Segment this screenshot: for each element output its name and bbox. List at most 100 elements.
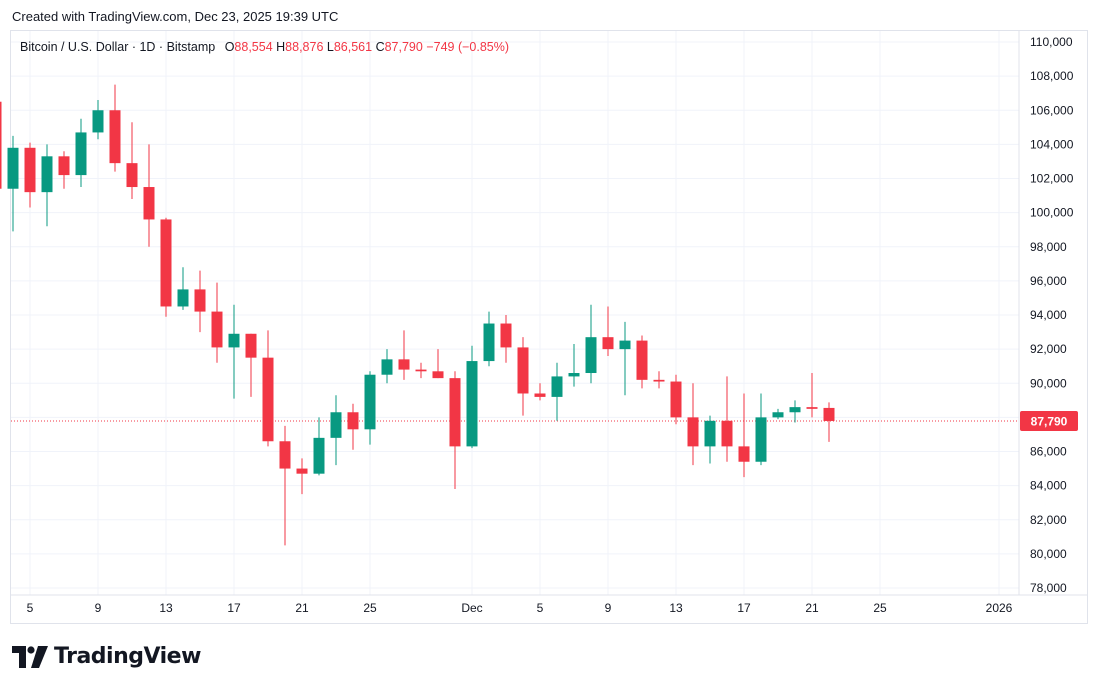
candle-body [551,376,563,397]
candle[interactable] [432,349,444,379]
candle[interactable] [228,304,240,399]
candle-body [364,374,376,430]
candle[interactable] [568,344,580,387]
candle[interactable] [704,415,716,464]
candle[interactable] [92,100,104,140]
candle-body [568,373,580,377]
legend: Bitcoin / U.S. Dollar · 1D · Bitstamp O8… [20,40,509,54]
candle[interactable] [789,400,801,423]
candle[interactable] [177,267,189,310]
legend-close-value: 87,790 [384,40,423,54]
candle[interactable] [602,306,614,356]
candle-body [211,311,223,348]
candle[interactable] [466,345,478,449]
candles[interactable] [0,84,835,546]
candle[interactable] [619,321,631,396]
candle[interactable] [75,118,87,188]
candle[interactable] [364,371,376,445]
candle-body [92,110,104,133]
candle[interactable] [670,374,682,425]
candle[interactable] [687,383,699,466]
time-tick-label: 13 [159,601,173,615]
candle[interactable] [58,151,70,189]
candle[interactable] [7,135,19,232]
price-tick-label: 94,000 [1030,308,1067,322]
price-scale[interactable]: 78,00080,00082,00084,00086,00088,00090,0… [1030,35,1074,595]
candle[interactable] [653,371,665,389]
candle[interactable] [313,417,325,476]
candle[interactable] [24,142,36,208]
legend-low-label: L [326,40,334,54]
candle[interactable] [245,333,257,397]
candle[interactable] [262,330,274,447]
candle[interactable] [534,383,546,401]
time-scale[interactable]: 5 9 13 17 21 25 Dec 5 9 13 17 21 25 2026 [27,601,1013,615]
candle-body [7,147,19,189]
candle[interactable] [194,270,206,333]
candle-body [381,359,393,375]
candle[interactable] [0,88,2,231]
candle[interactable] [721,376,733,462]
candle[interactable] [517,337,529,416]
candle-body [806,407,818,409]
candle[interactable] [126,122,138,199]
candle[interactable] [806,373,818,418]
candle-body [24,147,36,193]
candle[interactable] [738,393,750,478]
candle[interactable] [296,458,308,495]
candle-body [585,337,597,374]
candle-body [330,412,342,438]
candle[interactable] [823,402,835,442]
candle-body [75,132,87,176]
candle-body [636,340,648,380]
legend-open-label: O [224,40,235,54]
candle[interactable] [415,362,427,379]
time-tick-label: 21 [805,601,819,615]
candle-body [670,381,682,418]
candle-body [228,333,240,348]
price-tick-label: 78,000 [1030,581,1067,595]
candle[interactable] [279,425,291,546]
candle[interactable] [41,144,53,227]
candle[interactable] [772,408,784,420]
candle-body [109,110,121,164]
candle[interactable] [551,362,563,421]
candle[interactable] [347,403,359,450]
candle-body [619,340,631,350]
legend-low-value: 86,561 [333,40,373,54]
candle[interactable] [143,144,155,247]
candle[interactable] [755,393,767,466]
price-tick-label: 92,000 [1030,342,1067,356]
candle[interactable] [636,335,648,389]
candle[interactable] [330,395,342,466]
candle-body [653,379,665,382]
candle[interactable] [109,84,121,172]
candle[interactable] [381,349,393,384]
candle-body [296,468,308,474]
price-tick-label: 110,000 [1030,35,1073,49]
time-tick-label: 13 [669,601,683,615]
candle[interactable] [483,311,495,367]
time-tick-label: 25 [873,601,887,615]
price-tag: 87,790 [1020,410,1078,431]
candle[interactable] [211,282,223,363]
candle-body [313,437,325,474]
candle-body [177,289,189,307]
price-tick-label: 102,000 [1030,172,1074,186]
candle[interactable] [449,371,461,490]
candle[interactable] [585,304,597,384]
price-tick-label: 84,000 [1030,479,1067,493]
candle[interactable] [160,217,172,317]
created-caption: Created with TradingView.com, Dec 23, 20… [12,9,339,24]
time-tick-label: 17 [227,601,241,615]
candle-body [500,323,512,348]
candle-body [823,407,835,421]
candle-body [449,378,461,447]
tradingview-logo[interactable]: TradingView [12,644,201,669]
price-tick-label: 100,000 [1030,206,1074,220]
candle-body [534,393,546,397]
candle[interactable] [398,330,410,380]
candle[interactable] [500,315,512,363]
candle-body [704,420,716,447]
